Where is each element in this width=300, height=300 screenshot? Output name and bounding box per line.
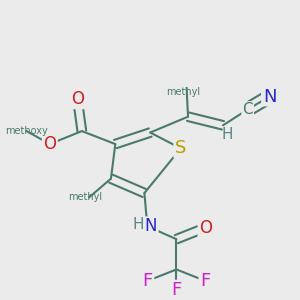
Text: H: H — [222, 127, 233, 142]
Text: methoxy: methoxy — [5, 126, 48, 136]
Text: F: F — [200, 272, 211, 290]
Text: F: F — [171, 280, 182, 298]
Text: N: N — [144, 217, 158, 235]
Text: N: N — [263, 88, 276, 106]
Text: C: C — [242, 102, 253, 117]
Text: H: H — [133, 217, 144, 232]
Text: F: F — [170, 280, 182, 298]
Text: O: O — [71, 90, 84, 108]
Text: methyl: methyl — [68, 192, 102, 203]
Text: O: O — [199, 219, 212, 237]
Text: O: O — [43, 135, 56, 153]
Text: O: O — [43, 135, 57, 153]
Text: C: C — [242, 102, 253, 117]
Text: O: O — [198, 219, 213, 237]
Text: F: F — [200, 272, 211, 290]
Text: N: N — [145, 217, 157, 235]
Text: F: F — [142, 272, 152, 290]
Text: N: N — [262, 88, 277, 106]
Text: O: O — [70, 90, 85, 108]
Text: F: F — [141, 272, 153, 290]
Text: methyl: methyl — [167, 87, 201, 97]
Text: S: S — [175, 140, 187, 158]
Text: S: S — [174, 140, 187, 158]
